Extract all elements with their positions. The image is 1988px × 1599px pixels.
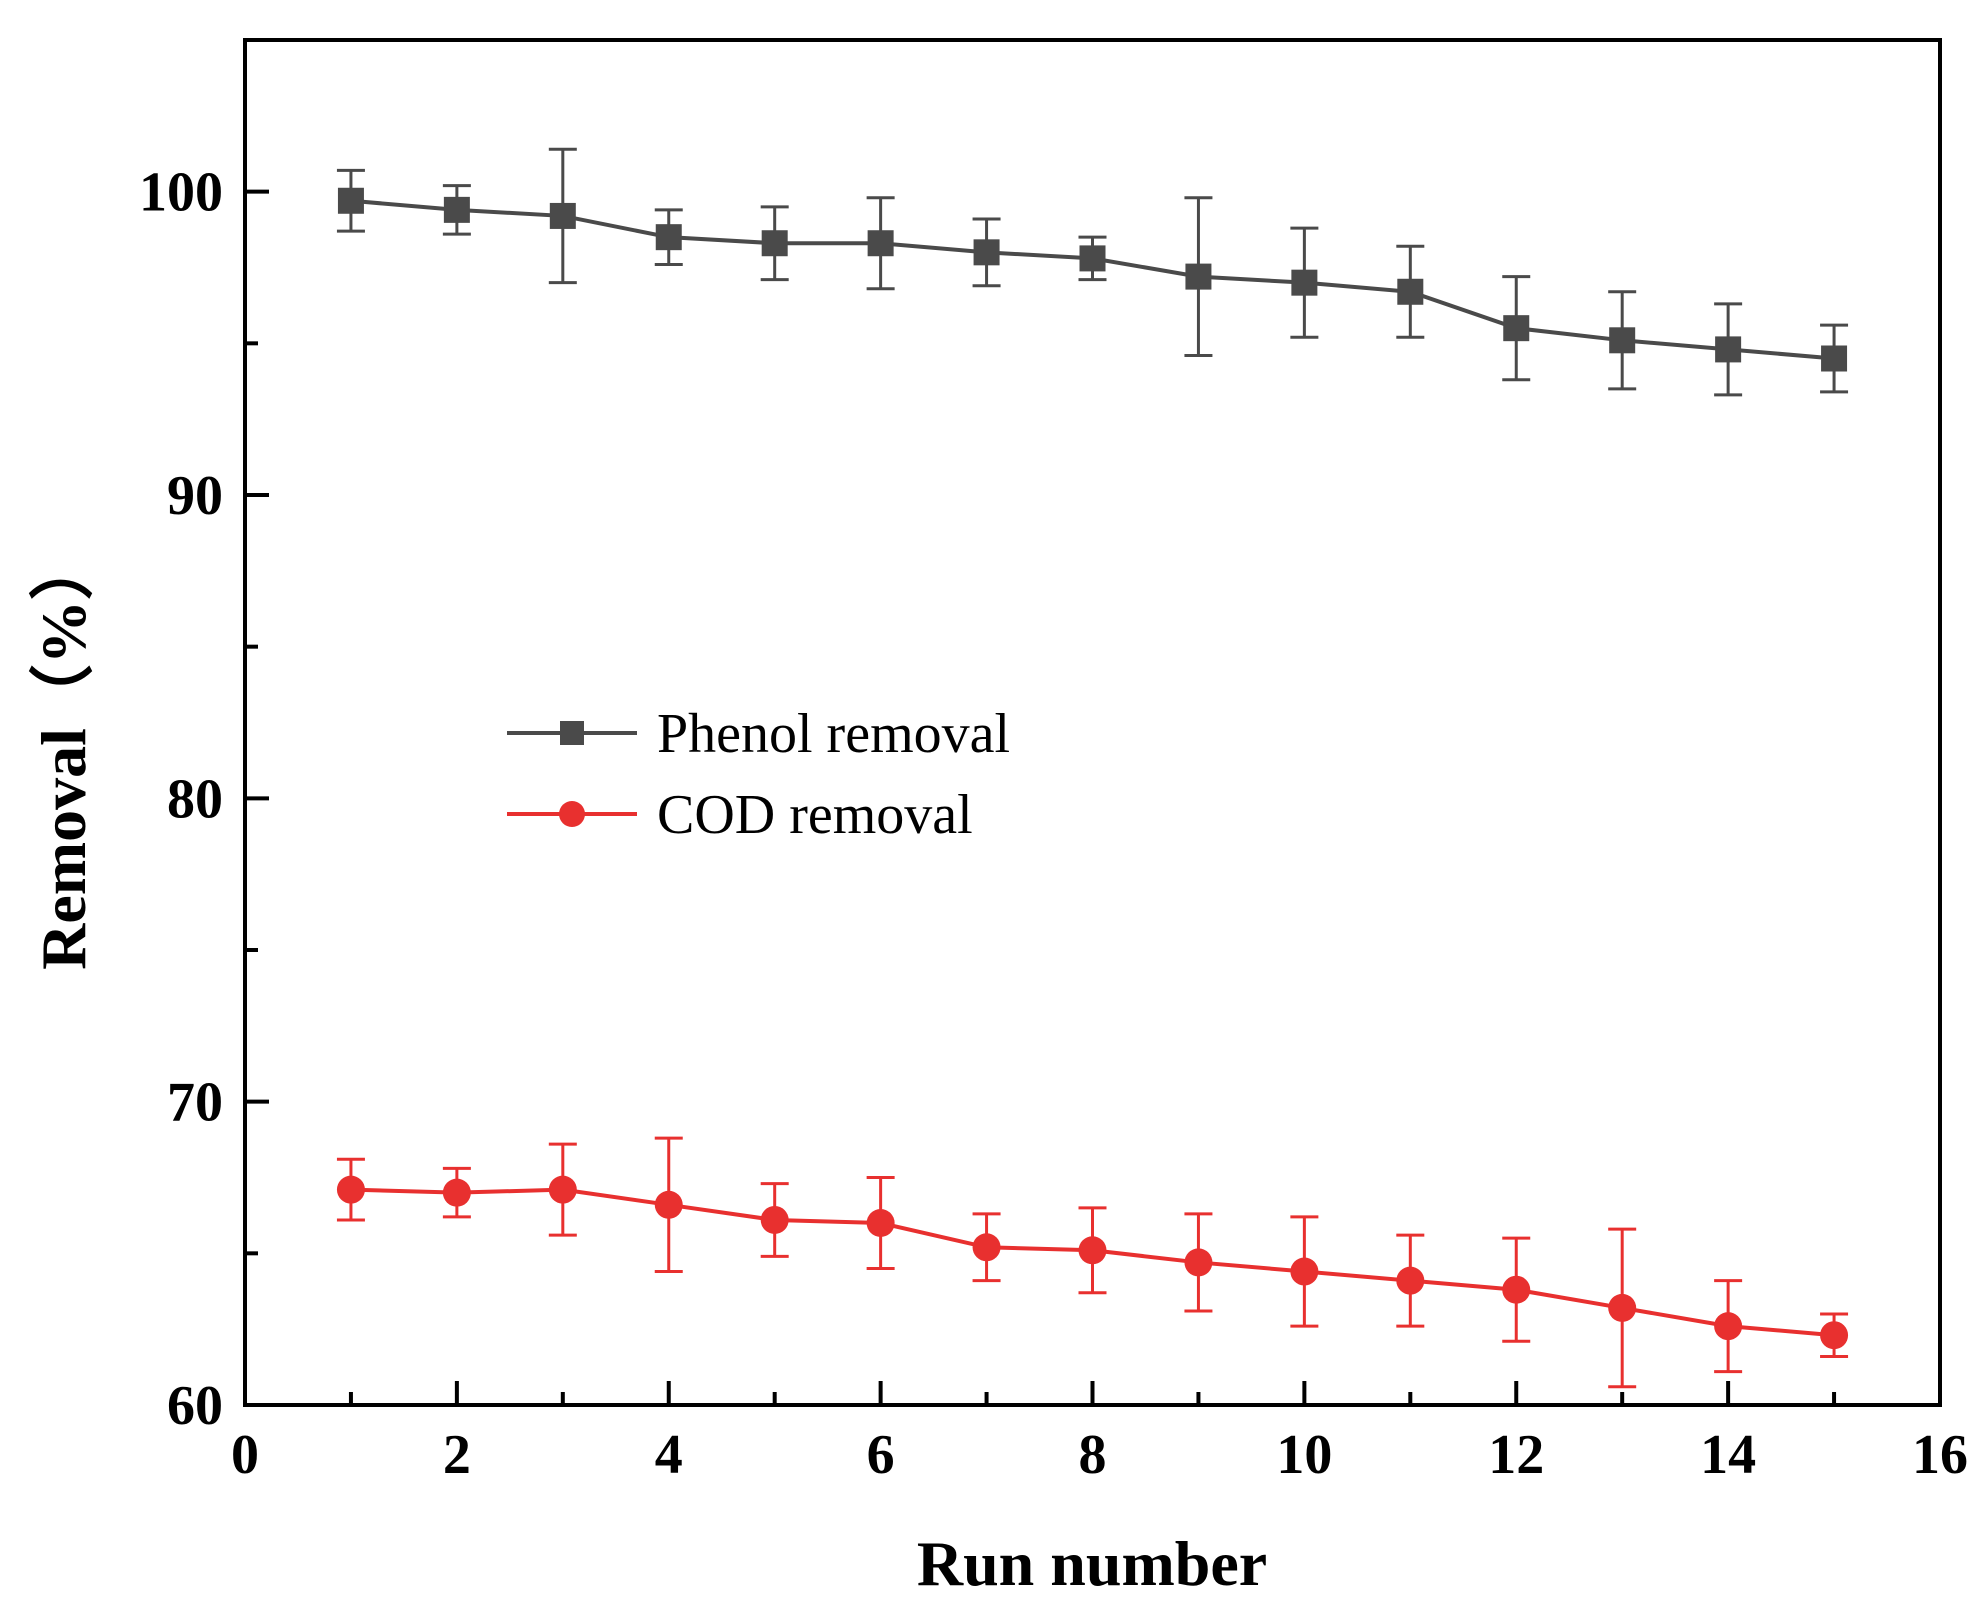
data-point-cod bbox=[1820, 1321, 1849, 1350]
x-tick-label: 4 bbox=[655, 1424, 683, 1486]
x-tick-label: 12 bbox=[1488, 1424, 1544, 1486]
data-point-phenol bbox=[1715, 336, 1742, 363]
series-phenol bbox=[336, 147, 1849, 397]
y-axis-title: Removal（%） bbox=[28, 536, 99, 970]
data-point-phenol bbox=[1397, 278, 1424, 305]
data-point-phenol bbox=[867, 230, 894, 257]
data-point-phenol bbox=[1079, 245, 1106, 272]
y-tick-label: 60 bbox=[167, 1375, 223, 1437]
data-point-phenol bbox=[1609, 327, 1636, 354]
data-point-phenol bbox=[337, 187, 364, 214]
data-point-cod bbox=[1290, 1257, 1319, 1286]
x-tick-label: 6 bbox=[867, 1424, 895, 1486]
data-point-phenol bbox=[1185, 263, 1212, 290]
x-axis-title: Run number bbox=[917, 1528, 1267, 1599]
legend-marker-cod bbox=[559, 801, 585, 827]
data-point-cod bbox=[1184, 1248, 1213, 1277]
data-point-phenol bbox=[655, 224, 682, 251]
data-point-cod bbox=[1078, 1236, 1107, 1265]
legend-label-phenol: Phenol removal bbox=[657, 703, 1010, 765]
data-point-cod bbox=[866, 1209, 895, 1237]
y-tick-label: 80 bbox=[167, 768, 223, 830]
data-point-cod bbox=[1608, 1293, 1637, 1322]
data-point-cod bbox=[1714, 1312, 1743, 1341]
data-point-cod bbox=[548, 1175, 577, 1204]
data-point-phenol bbox=[1291, 269, 1318, 296]
data-point-cod bbox=[1502, 1275, 1531, 1304]
x-tick-label: 0 bbox=[231, 1424, 259, 1486]
data-point-cod bbox=[654, 1190, 683, 1219]
y-tick-label: 100 bbox=[139, 162, 223, 224]
series-cod bbox=[336, 1136, 1849, 1389]
x-tick-label: 16 bbox=[1912, 1424, 1968, 1486]
data-point-cod bbox=[442, 1178, 471, 1207]
data-point-phenol bbox=[973, 239, 1000, 266]
legend-marker-phenol bbox=[560, 721, 584, 745]
x-tick-label: 14 bbox=[1700, 1424, 1756, 1486]
data-point-phenol bbox=[443, 196, 470, 223]
x-tick-label: 10 bbox=[1276, 1424, 1332, 1486]
data-point-phenol bbox=[549, 202, 576, 229]
data-point-phenol bbox=[1821, 345, 1848, 372]
y-tick-label: 90 bbox=[167, 465, 223, 527]
data-point-cod bbox=[1396, 1266, 1425, 1295]
y-tick-label: 70 bbox=[167, 1072, 223, 1134]
x-tick-label: 2 bbox=[443, 1424, 471, 1486]
data-point-cod bbox=[972, 1233, 1001, 1262]
data-point-cod bbox=[336, 1175, 365, 1204]
data-point-cod bbox=[760, 1205, 789, 1234]
x-tick-label: 8 bbox=[1079, 1424, 1107, 1486]
legend-label-cod: COD removal bbox=[657, 784, 973, 846]
data-point-phenol bbox=[1503, 315, 1530, 342]
data-point-phenol bbox=[761, 230, 788, 257]
